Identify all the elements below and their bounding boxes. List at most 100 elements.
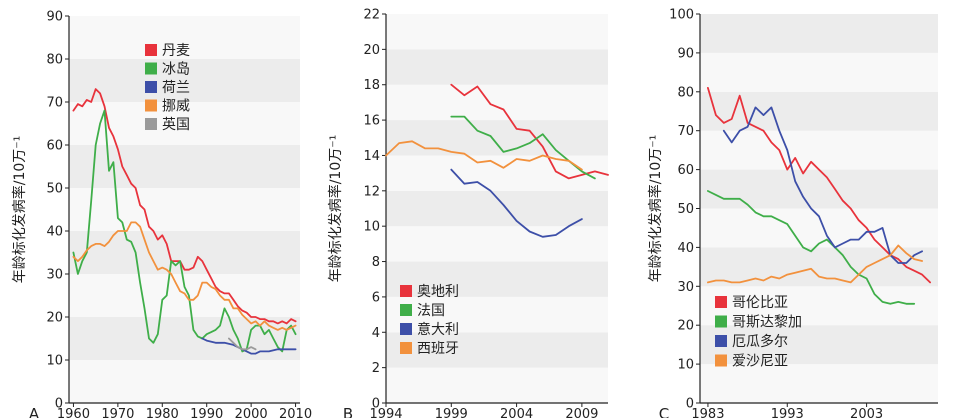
y-tick-label: 18 bbox=[363, 78, 380, 93]
y-tick-label: 0 bbox=[686, 397, 694, 412]
legend-swatch bbox=[400, 342, 412, 354]
panel-A: 0 10 20 30 40 50 60 70 80 90 1960 1970 1980 1990 2000 2… bbox=[11, 10, 312, 418]
grid-band bbox=[69, 188, 300, 231]
series-line-3 bbox=[201, 337, 297, 355]
series-line-1 bbox=[72, 88, 297, 325]
legend-swatch bbox=[715, 315, 727, 328]
grid-band bbox=[386, 84, 608, 121]
legend-swatch bbox=[145, 62, 157, 75]
x-tick-label: 2003 bbox=[850, 407, 883, 418]
panel-C: 0 10 20 30 40 50 60 70 80 90 100 1983 1993 2003 年龄标化发病… bbox=[647, 8, 938, 418]
legend-swatch bbox=[715, 335, 727, 347]
y-tick-label: 90 bbox=[46, 10, 63, 25]
x-tick-label: 2010 bbox=[279, 407, 312, 418]
x-tick-label: 1960 bbox=[57, 407, 90, 418]
y-tick-label: 30 bbox=[46, 268, 63, 283]
legend-label: 冰岛 bbox=[162, 62, 190, 78]
grid-band bbox=[69, 231, 300, 274]
grid-band bbox=[69, 360, 300, 403]
y-tick-label: 90 bbox=[677, 46, 694, 61]
grid-band bbox=[69, 317, 300, 360]
grid-band bbox=[700, 52, 938, 92]
legend-label: 厄瓜多尔 bbox=[732, 333, 788, 350]
grid-band bbox=[386, 190, 608, 227]
grid-band bbox=[700, 169, 938, 209]
series-line-3 bbox=[722, 106, 923, 264]
x-tick-label: 1970 bbox=[101, 407, 134, 418]
grid-band bbox=[386, 155, 608, 191]
panel-B: 0 2 4 6 8 10 12 14 16 18 20 22 1994 1999 2004 2009 年龄标化发… bbox=[327, 8, 609, 418]
y-tick-label: 4 bbox=[372, 326, 380, 341]
grid-band bbox=[700, 325, 938, 365]
y-tick-label: 0 bbox=[372, 397, 380, 412]
series-line-2 bbox=[72, 109, 297, 353]
grid-band bbox=[700, 14, 938, 53]
series-line-2 bbox=[707, 190, 916, 305]
legend-swatch bbox=[715, 354, 727, 367]
x-tick-label: 2004 bbox=[500, 407, 533, 418]
y-tick-label: 30 bbox=[677, 280, 694, 295]
legend-swatch bbox=[400, 285, 412, 297]
series-line-4 bbox=[385, 140, 583, 171]
y-tick-label: 10 bbox=[46, 354, 63, 369]
x-tick-label: 2000 bbox=[235, 407, 268, 418]
y-tick-label: 80 bbox=[46, 53, 63, 68]
y-tick-label: 20 bbox=[677, 319, 694, 334]
legend-swatch bbox=[400, 323, 412, 335]
legend-label: 奥地利 bbox=[417, 283, 459, 300]
y-tick-label: 16 bbox=[363, 114, 380, 129]
y-axis-label: 年龄标化发病率/10万⁻¹ bbox=[327, 135, 344, 283]
legend-label: 哥斯达黎加 bbox=[732, 315, 802, 331]
series-line-1 bbox=[450, 83, 609, 180]
legend-label: 英国 bbox=[162, 116, 190, 133]
panel-label: A bbox=[29, 405, 40, 418]
grid-band bbox=[386, 49, 608, 85]
y-tick-label: 40 bbox=[677, 241, 694, 256]
y-tick-label: 60 bbox=[46, 139, 63, 154]
x-tick-label: 1990 bbox=[190, 407, 223, 418]
legend-swatch bbox=[715, 296, 727, 308]
y-tick-label: 70 bbox=[677, 124, 694, 139]
y-tick-label: 20 bbox=[363, 43, 380, 58]
legend-swatch bbox=[400, 304, 412, 316]
legend-label: 爱沙尼亚 bbox=[732, 354, 788, 370]
legend-label: 哥伦比亚 bbox=[732, 295, 788, 311]
panel-label: C bbox=[659, 405, 669, 418]
x-tick-label: 1983 bbox=[691, 407, 724, 418]
grid-band bbox=[700, 286, 938, 326]
grid-band bbox=[700, 208, 938, 248]
y-tick-label: 70 bbox=[46, 96, 63, 111]
y-tick-label: 6 bbox=[372, 290, 380, 305]
legend-swatch bbox=[145, 81, 157, 93]
y-tick-label: 12 bbox=[363, 184, 380, 199]
legend-label: 挪威 bbox=[162, 99, 190, 115]
y-tick-label: 2 bbox=[372, 361, 380, 376]
grid-band bbox=[69, 145, 300, 188]
y-tick-label: 8 bbox=[372, 255, 380, 270]
y-tick-label: 10 bbox=[363, 220, 380, 235]
y-tick-label: 60 bbox=[677, 163, 694, 178]
grid-band bbox=[386, 14, 608, 50]
x-tick-label: 1999 bbox=[435, 407, 468, 418]
y-tick-label: 10 bbox=[677, 358, 694, 373]
y-axis-label: 年龄标化发病率/10万⁻¹ bbox=[11, 136, 28, 284]
series-line-4 bbox=[72, 221, 297, 331]
y-tick-label: 40 bbox=[46, 225, 63, 240]
grid-band bbox=[69, 274, 300, 317]
y-tick-label: 50 bbox=[677, 202, 694, 217]
y-tick-label: 14 bbox=[363, 149, 380, 164]
grid-band bbox=[69, 59, 300, 102]
y-axis-label: 年龄标化发病率/10万⁻¹ bbox=[647, 135, 664, 283]
grid-band bbox=[700, 364, 938, 403]
legend-label: 意大利 bbox=[417, 321, 459, 338]
legend-swatch bbox=[145, 118, 157, 130]
x-tick-label: 1994 bbox=[369, 407, 402, 418]
x-tick-label: 1993 bbox=[771, 407, 804, 418]
grid-band bbox=[386, 332, 608, 368]
grid-band bbox=[386, 120, 608, 156]
grid-band bbox=[700, 247, 938, 287]
